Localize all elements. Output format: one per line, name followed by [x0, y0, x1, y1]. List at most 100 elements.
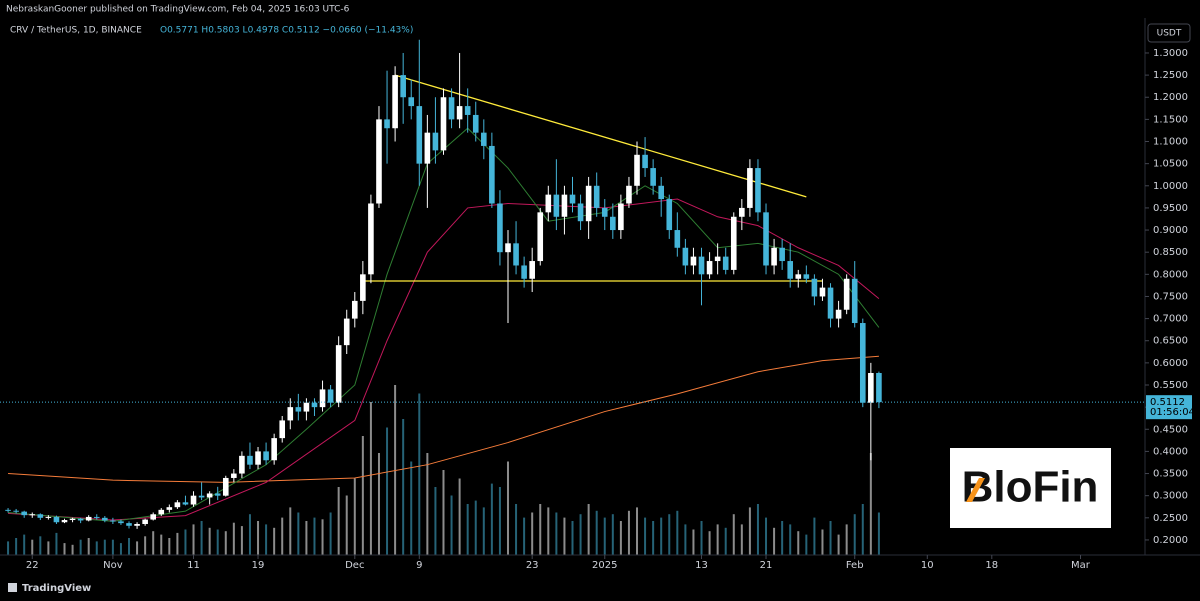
y-tick-label: 1.1500 — [1153, 114, 1188, 125]
currency[interactable]: USDT — [1157, 29, 1182, 39]
candle-body — [400, 75, 406, 98]
volume-bar — [7, 541, 10, 555]
candle-body — [795, 274, 802, 279]
candle-body — [335, 345, 342, 403]
y-tick-label: 0.2000 — [1153, 535, 1188, 546]
volume-bar — [248, 514, 251, 555]
candle-body — [343, 318, 350, 346]
candle-body — [102, 517, 108, 521]
volume-bar — [361, 436, 364, 555]
x-tick-label: Nov — [103, 560, 123, 571]
y-tick-label: 0.3000 — [1153, 491, 1188, 502]
candle-body — [601, 207, 608, 217]
candle-body — [827, 287, 834, 319]
candle-body — [618, 203, 624, 231]
candle-body — [432, 132, 439, 151]
volume-bar — [305, 521, 308, 555]
y-tick-label: 1.2000 — [1153, 92, 1188, 103]
symbol: CRV / TetherUS, 1D, BINANCE — [10, 26, 142, 36]
candle-body — [303, 402, 310, 412]
candle-body — [126, 523, 132, 526]
candle-body — [577, 203, 584, 222]
volume-bar — [152, 531, 155, 555]
candle-body — [327, 389, 334, 403]
x-tick-label: 10 — [921, 560, 934, 571]
volume-bar — [748, 507, 751, 555]
currency-box[interactable] — [1147, 23, 1191, 43]
volume-bar — [128, 538, 131, 555]
volume-bar — [434, 487, 437, 555]
candle-body — [505, 243, 511, 253]
candle-body — [206, 493, 213, 498]
volume-bar — [23, 534, 26, 555]
candle-body — [384, 119, 390, 129]
candle-body — [739, 207, 745, 217]
last-price-label: 0.5112 — [1150, 397, 1185, 408]
volume-bar — [498, 487, 501, 555]
volume-bar — [531, 512, 534, 555]
volume-bar — [216, 529, 219, 555]
candle-body — [610, 216, 616, 231]
y-tick-label: 1.0500 — [1153, 159, 1188, 170]
volume-bar — [603, 517, 606, 555]
volume-bar — [321, 519, 324, 555]
volume-bar — [708, 531, 711, 555]
volume-bar — [869, 453, 872, 555]
volume-bar — [765, 517, 768, 555]
candle-body — [247, 455, 253, 465]
candle-body — [287, 407, 294, 421]
moving-average — [8, 198, 880, 521]
x-tick-label: 19 — [252, 560, 265, 571]
candle-body — [529, 261, 535, 279]
candle-body — [239, 455, 245, 474]
candle-body — [674, 230, 681, 248]
volume-bar — [571, 521, 574, 555]
candle-body — [706, 261, 713, 275]
volume-bar — [579, 514, 582, 555]
candle-body — [876, 373, 882, 403]
volume-bar — [95, 541, 98, 555]
candle-body — [93, 516, 100, 518]
volume-bar — [821, 529, 824, 555]
y-tick-label: 0.5500 — [1153, 380, 1188, 391]
watermark: BloFin — [962, 463, 1099, 512]
volume-bar — [732, 514, 735, 555]
candle-body — [811, 278, 818, 297]
candle-body — [311, 402, 318, 408]
volume-bar — [829, 521, 832, 555]
volume-bar — [668, 514, 671, 555]
plot — [5, 39, 882, 555]
candle-body — [424, 132, 431, 164]
volume-bar — [184, 529, 187, 555]
candle-body — [368, 203, 374, 275]
volume-bar — [611, 514, 614, 555]
y-tick-label: 0.9000 — [1153, 225, 1188, 236]
candle-body — [835, 309, 842, 319]
candle-body — [859, 323, 866, 403]
candle-body — [53, 516, 60, 523]
countdown: 01:56:04 — [1150, 407, 1195, 418]
volume-bar — [587, 504, 590, 555]
volume-bar — [410, 461, 413, 555]
volume-bar — [716, 524, 719, 555]
candle-body — [843, 278, 850, 310]
candle-body — [263, 451, 269, 461]
candle-body — [271, 438, 277, 461]
volume-bar — [555, 512, 558, 555]
volume-bar — [369, 402, 372, 555]
trendline — [394, 74, 807, 198]
candle-body — [182, 502, 189, 505]
candle-body — [755, 168, 761, 213]
candle-body — [545, 194, 552, 213]
last-price-box — [1146, 395, 1192, 420]
y-tick-label: 0.6000 — [1153, 358, 1188, 369]
candle-body — [626, 185, 632, 204]
volume-bar — [426, 453, 429, 555]
candle-body — [158, 509, 165, 515]
volume-bar — [805, 534, 808, 555]
volume-bar — [337, 487, 340, 555]
volume-bar — [837, 534, 840, 555]
volume-bar — [523, 517, 526, 555]
candle-body — [464, 106, 471, 115]
